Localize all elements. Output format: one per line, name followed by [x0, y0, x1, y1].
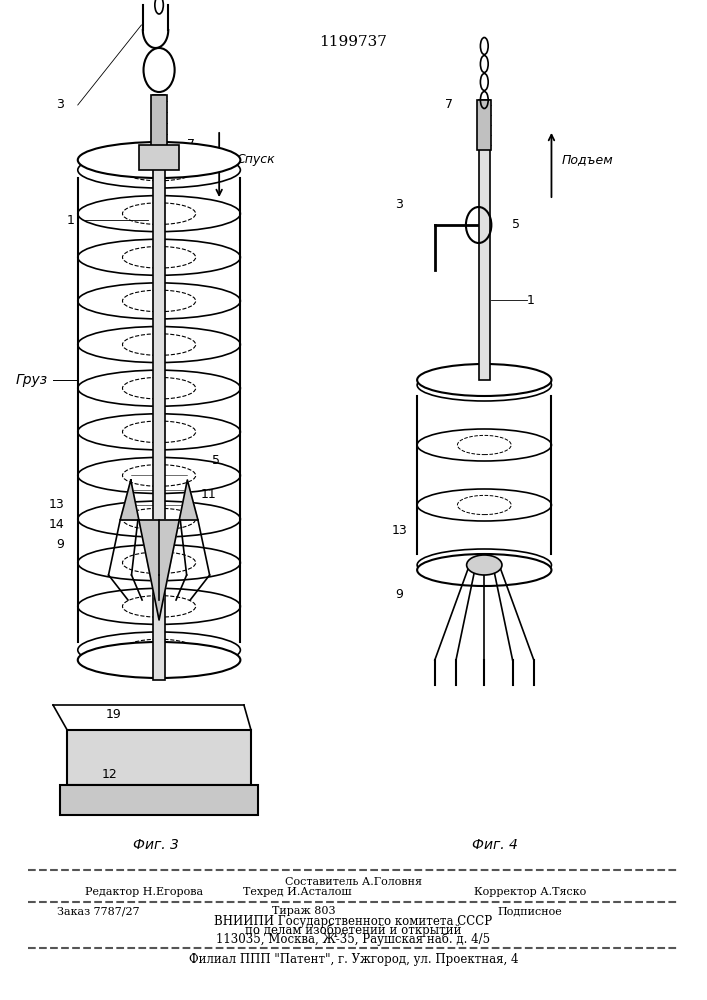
Ellipse shape — [417, 554, 551, 586]
Text: 9: 9 — [395, 588, 404, 601]
Bar — [67, 730, 251, 785]
Text: Спуск: Спуск — [237, 153, 276, 166]
Text: Подъем: Подъем — [562, 153, 614, 166]
Ellipse shape — [467, 555, 502, 575]
Text: Фиг. 4: Фиг. 4 — [472, 838, 518, 852]
Bar — [139, 145, 179, 170]
Bar — [153, 95, 165, 680]
Text: 1: 1 — [527, 294, 534, 306]
Text: 19: 19 — [105, 708, 121, 722]
Ellipse shape — [78, 642, 240, 678]
Text: Составитель А.Головня: Составитель А.Головня — [285, 877, 422, 887]
Text: 13: 13 — [49, 498, 64, 512]
Bar — [477, 100, 491, 150]
Text: 3: 3 — [395, 198, 404, 212]
Text: 14: 14 — [49, 518, 64, 532]
Ellipse shape — [78, 142, 240, 178]
Text: 11: 11 — [201, 488, 216, 502]
Text: Заказ 7787/27: Заказ 7787/27 — [57, 906, 139, 916]
Text: 1199737: 1199737 — [320, 35, 387, 49]
Text: 13: 13 — [392, 524, 407, 536]
Text: ВНИИПИ Государственного комитета СССР: ВНИИПИ Государственного комитета СССР — [214, 914, 493, 928]
Text: 3: 3 — [56, 99, 64, 111]
Text: 9: 9 — [56, 538, 64, 552]
Text: по делам изобретений и открытий: по делам изобретений и открытий — [245, 923, 462, 937]
Ellipse shape — [417, 364, 551, 396]
Text: 5: 5 — [211, 454, 220, 466]
Text: Корректор А.Тяско: Корректор А.Тяско — [474, 887, 586, 897]
Polygon shape — [120, 480, 198, 620]
Text: Фиг. 3: Фиг. 3 — [133, 838, 178, 852]
Text: 5: 5 — [512, 219, 520, 232]
Text: Подписное: Подписное — [498, 906, 563, 916]
Bar — [479, 100, 490, 380]
Bar — [60, 785, 258, 815]
Bar — [151, 95, 167, 150]
Text: Редактор Н.Егорова: Редактор Н.Егорова — [85, 887, 203, 897]
Text: 7: 7 — [187, 138, 195, 151]
Text: 1: 1 — [66, 214, 75, 227]
Text: 7: 7 — [445, 99, 453, 111]
Text: 12: 12 — [102, 768, 117, 782]
Text: Техред И.Асталош: Техред И.Асталош — [243, 887, 351, 897]
Text: 113035, Москва, Ж-35, Раушская наб. д. 4/5: 113035, Москва, Ж-35, Раушская наб. д. 4… — [216, 932, 491, 946]
Text: Филиал ППП "Патент", г. Ужгород, ул. Проектная, 4: Филиал ППП "Патент", г. Ужгород, ул. Про… — [189, 954, 518, 966]
Text: Тираж 803: Тираж 803 — [272, 906, 336, 916]
Text: Груз: Груз — [16, 373, 48, 387]
